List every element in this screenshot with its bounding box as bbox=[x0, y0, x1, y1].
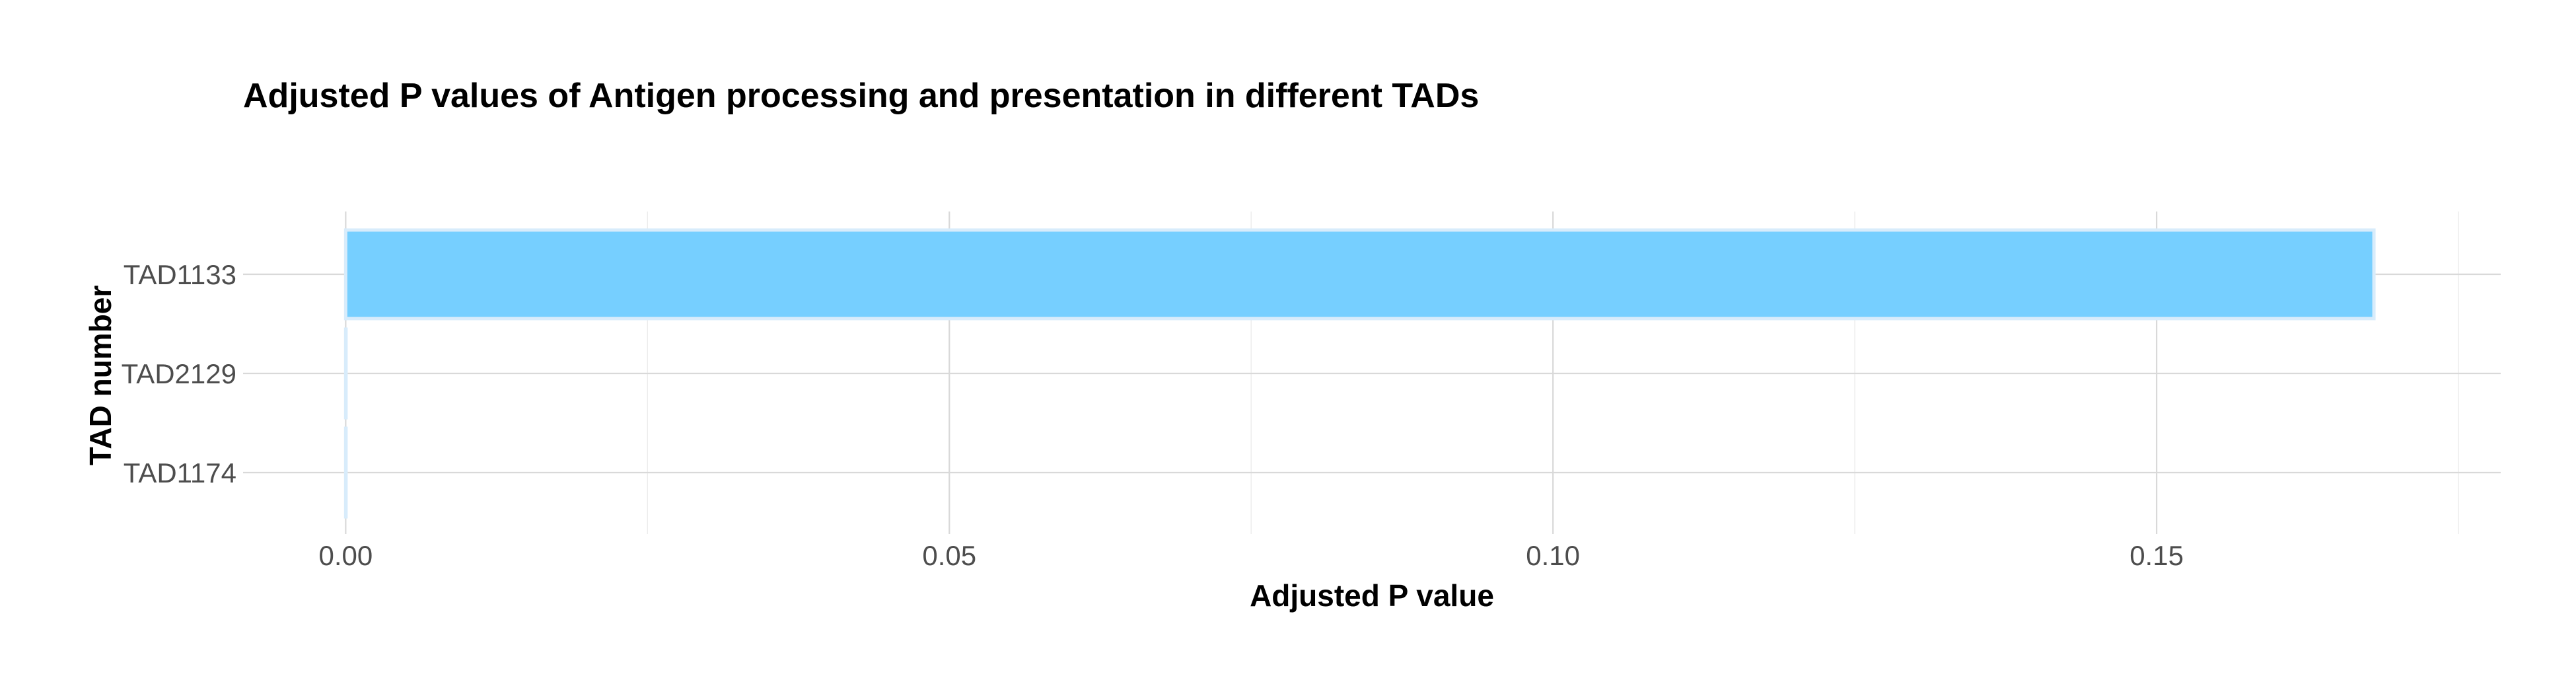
bar-TAD2129 bbox=[343, 327, 348, 420]
y-tick-label: TAD2129 bbox=[122, 358, 236, 389]
bar-TAD1133 bbox=[343, 228, 2376, 321]
y-axis-tick-labels: TAD1133 TAD2129 TAD1174 bbox=[122, 259, 236, 488]
x-tick-label: 0.00 bbox=[318, 540, 373, 571]
chart-title: Adjusted P values of Antigen processing … bbox=[243, 77, 1479, 115]
x-tick-label: 0.10 bbox=[1526, 540, 1580, 571]
x-axis-tick-labels: 0.00 0.05 0.10 0.15 bbox=[318, 540, 2183, 571]
y-tick-label: TAD1133 bbox=[124, 259, 236, 290]
x-tick-label: 0.15 bbox=[2129, 540, 2184, 571]
x-axis-title: Adjusted P value bbox=[1250, 578, 1494, 613]
bars bbox=[343, 228, 2376, 519]
bar-TAD1174 bbox=[343, 426, 348, 519]
y-tick-label: TAD1174 bbox=[124, 457, 236, 488]
x-tick-label: 0.05 bbox=[922, 540, 976, 571]
y-axis-title: TAD number bbox=[83, 286, 118, 466]
